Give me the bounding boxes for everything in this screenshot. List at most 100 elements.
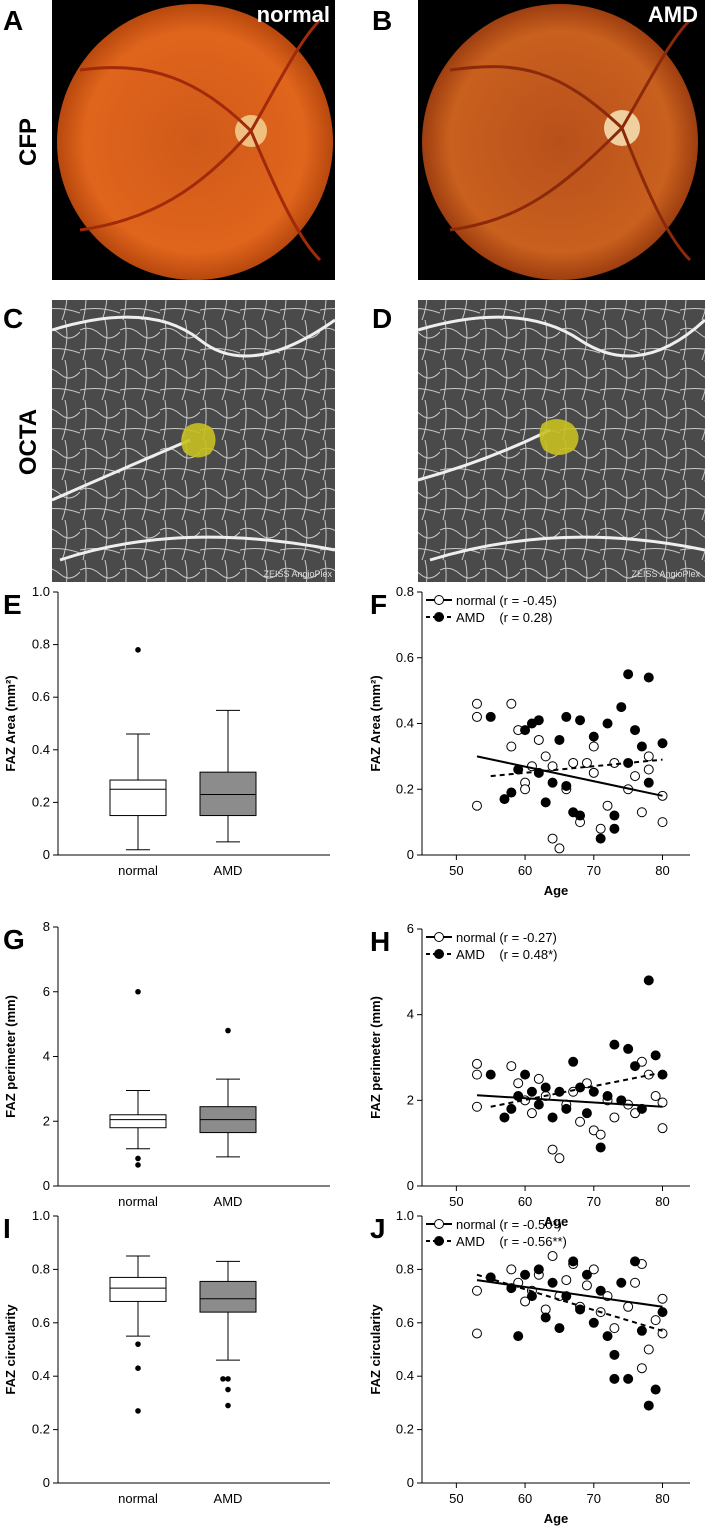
point [636,807,647,818]
point [595,1285,606,1296]
point [616,1095,627,1106]
legend-marker [434,595,444,605]
point [506,1264,517,1275]
photo-tag: normal [257,2,330,27]
panel-letter: G [3,924,25,955]
point [657,1123,668,1134]
watermark: ZEISS AngioPlex [631,569,700,579]
outlier [225,1402,231,1409]
point [643,777,654,788]
panel-letter: H [370,926,390,957]
point [547,1144,558,1155]
point [588,1317,599,1328]
y-tick-label: 0.2 [396,781,414,796]
x-tick-label: 50 [449,1491,463,1506]
point [657,817,668,828]
point [609,1349,620,1360]
point [609,810,620,821]
point [547,1251,558,1262]
point [602,800,613,811]
point [506,698,517,709]
point [561,1275,572,1286]
point [506,1283,517,1294]
fit-line [490,758,663,778]
point [657,1069,668,1080]
point [581,1280,592,1291]
point [636,1103,647,1114]
point [471,698,482,709]
x-axis-label: Age [544,1511,569,1526]
point [561,711,572,722]
y-tick-label: 1.0 [32,584,50,599]
x-tick-label: normal [118,1491,158,1506]
point [513,1078,524,1089]
point [636,741,647,752]
point [499,794,510,805]
legend-label: AMD (r = 0.48*) [456,947,558,962]
point [643,975,654,986]
point [547,1112,558,1123]
y-tick-label: 2 [43,1113,50,1128]
y-tick-label: 0.4 [32,742,50,757]
fit-line [476,755,663,797]
fit-line [476,1094,663,1108]
point [575,1082,586,1093]
point [616,1277,627,1288]
point [533,1073,544,1084]
x-tick-label: 70 [587,1194,601,1209]
panel-letter: F [370,589,387,620]
point [547,833,558,844]
point [568,757,579,768]
box [109,1276,167,1302]
point [554,1323,565,1334]
point [588,731,599,742]
panel-letter: J [370,1213,386,1244]
point [526,1086,537,1097]
y-tick-label: 0.2 [396,1422,414,1437]
point [643,1400,654,1411]
point [471,800,482,811]
y-tick-label: 0 [43,1178,50,1193]
point [506,1061,517,1072]
y-tick-label: 8 [43,919,50,934]
point [630,771,641,782]
panel-letter: I [3,1213,11,1244]
legend-label: AMD (r = -0.56**) [456,1234,567,1249]
point [526,1108,537,1119]
panel-letter: A [3,5,23,36]
point [499,1112,510,1123]
y-tick-label: 0.8 [32,637,50,652]
legend-marker [434,1236,444,1246]
point [520,1069,531,1080]
legend-label: normal (r = -0.27) [456,930,557,945]
point [643,764,654,775]
legend-marker [434,612,444,622]
point [581,1269,592,1280]
x-tick-label: 50 [449,1194,463,1209]
point [595,1142,606,1153]
point [623,669,634,680]
point [575,1116,586,1127]
point [540,797,551,808]
point [630,725,641,736]
point [520,784,531,795]
point [471,1328,482,1339]
legend-marker [434,1219,444,1229]
point [588,1264,599,1275]
y-tick-label: 0 [407,1178,414,1193]
point [636,1325,647,1336]
x-tick-label: normal [118,863,158,878]
row-label: CFP [15,118,42,166]
point [650,1091,661,1102]
outlier [135,1365,141,1371]
y-tick-label: 0.6 [32,689,50,704]
x-tick-label: 70 [587,863,601,878]
point [554,734,565,745]
point [609,757,620,768]
x-axis-label: Age [544,883,569,898]
point [581,757,592,768]
point [471,711,482,722]
y-axis-label: FAZ perimeter (mm) [368,996,383,1119]
point [520,725,531,736]
